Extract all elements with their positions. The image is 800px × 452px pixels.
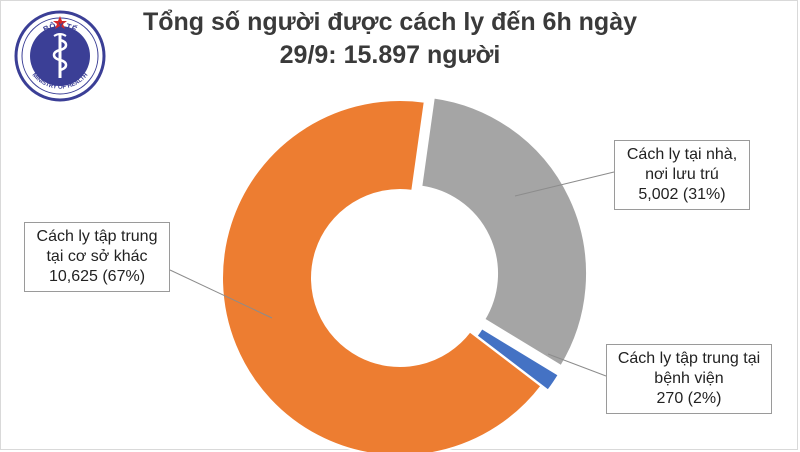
- leader-line-central: [169, 269, 273, 319]
- callout-hospital-line-2: bệnh viện: [654, 370, 724, 387]
- callout-home-value: 5,002 (31%): [638, 186, 726, 203]
- svg-text:BỘ Y TẾ: BỘ Y TẾ: [42, 21, 80, 34]
- logo-top-text: BỘ Y TẾ: [42, 21, 80, 34]
- slice-central-quarantine: [221, 99, 543, 452]
- callout-home-quarantine: Cách ly tại nhà, nơi lưu trú 5,002 (31%): [614, 140, 750, 210]
- callout-home-line-2: nơi lưu trú: [645, 166, 719, 183]
- callout-central-line-2: tại cơ sở khác: [46, 248, 148, 265]
- callout-central-value: 10,625 (67%): [48, 268, 146, 285]
- callout-central-line-1: Cách ly tập trung: [36, 228, 158, 245]
- callout-central-quarantine: Cách ly tập trung tại cơ sở khác 10,625 …: [24, 222, 170, 292]
- title-line-1: Tổng số người được cách ly đến 6h ngày: [142, 8, 638, 36]
- leader-line-hospital: [547, 353, 607, 377]
- title-line-2: 29/9: 15.897 người: [279, 41, 501, 69]
- callout-hospital-quarantine: Cách ly tập trung tại bệnh viện 270 (2%): [606, 344, 772, 414]
- ministry-of-health-logo: BỘ Y TẾ MINISTRY OF HEALTH: [14, 10, 106, 102]
- callout-home-line-1: Cách ly tại nhà,: [626, 146, 738, 163]
- callout-hospital-value: 270 (2%): [656, 390, 722, 407]
- chart-title: Tổng số người được cách ly đến 6h ngày 2…: [100, 6, 680, 72]
- leader-line-home: [514, 171, 615, 197]
- callout-hospital-line-1: Cách ly tập trung tại: [617, 350, 761, 367]
- slice-home-quarantine: [420, 96, 589, 368]
